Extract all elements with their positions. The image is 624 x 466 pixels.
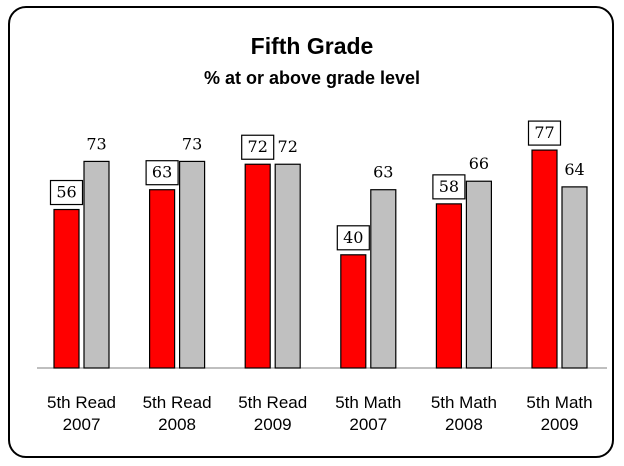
data-label-box-s0-5 [527, 120, 562, 146]
data-label-box-s0-1 [145, 160, 179, 186]
data-label-s1-1: 73 [182, 134, 202, 153]
category-label-5-0: 5th Math [526, 393, 592, 412]
bar-s0-5 [531, 149, 558, 369]
bar-s1-3 [370, 189, 397, 369]
data-label-s0-3: 40 [343, 228, 363, 247]
data-label-s0-0: 56 [56, 183, 76, 202]
data-label-box-s0-2 [241, 134, 275, 160]
data-label-s1-5: 64 [564, 160, 584, 179]
chart-subtitle: % at or above grade level [204, 68, 420, 88]
category-label-3-1: 2007 [349, 415, 387, 434]
category-label-2-1: 2009 [254, 415, 292, 434]
category-label-0-0: 5th Read [47, 393, 116, 412]
category-label-1-0: 5th Read [143, 393, 212, 412]
bar-s0-0 [53, 208, 80, 369]
data-label-s0-2: 72 [248, 137, 268, 156]
bar-s0-1 [149, 189, 176, 369]
bar-s0-3 [340, 254, 367, 369]
chart-title: Fifth Grade [251, 33, 374, 59]
bar-s0-4 [435, 203, 462, 369]
bar-s1-5 [561, 186, 588, 369]
category-label-5-1: 2009 [541, 415, 579, 434]
bar-s1-4 [465, 180, 492, 369]
category-label-4-1: 2008 [445, 415, 483, 434]
data-label-box-s0-4 [432, 174, 466, 200]
data-label-s1-4: 66 [469, 154, 489, 173]
bar-s1-2 [274, 163, 301, 369]
bar-s0-2 [244, 163, 271, 369]
category-label-0-1: 2007 [63, 415, 101, 434]
data-label-s0-5: 77 [534, 123, 554, 142]
bar-s1-1 [179, 160, 206, 369]
data-label-s1-0: 73 [86, 134, 106, 153]
data-label-box-s0-0 [49, 179, 84, 206]
category-label-4-0: 5th Math [431, 393, 497, 412]
category-label-3-0: 5th Math [335, 393, 401, 412]
category-label-2-0: 5th Read [238, 393, 307, 412]
bar-s1-0 [83, 160, 110, 369]
category-label-1-1: 2008 [158, 415, 196, 434]
data-label-s1-3: 63 [373, 163, 393, 182]
data-label-s0-4: 58 [439, 177, 459, 196]
data-label-s1-2: 72 [278, 137, 298, 156]
data-label-s0-1: 63 [152, 163, 172, 182]
data-label-box-s0-3 [336, 225, 370, 251]
